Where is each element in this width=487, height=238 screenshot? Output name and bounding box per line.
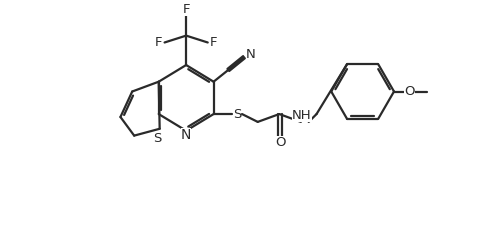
Text: NH: NH	[292, 109, 312, 122]
Text: F: F	[210, 36, 217, 49]
Text: N: N	[181, 128, 191, 142]
Text: F: F	[183, 3, 190, 16]
Text: O: O	[275, 136, 285, 149]
Text: N: N	[246, 48, 256, 61]
Text: S: S	[153, 132, 162, 145]
Text: F: F	[155, 36, 163, 49]
Text: O: O	[404, 85, 415, 98]
Text: S: S	[233, 108, 242, 121]
